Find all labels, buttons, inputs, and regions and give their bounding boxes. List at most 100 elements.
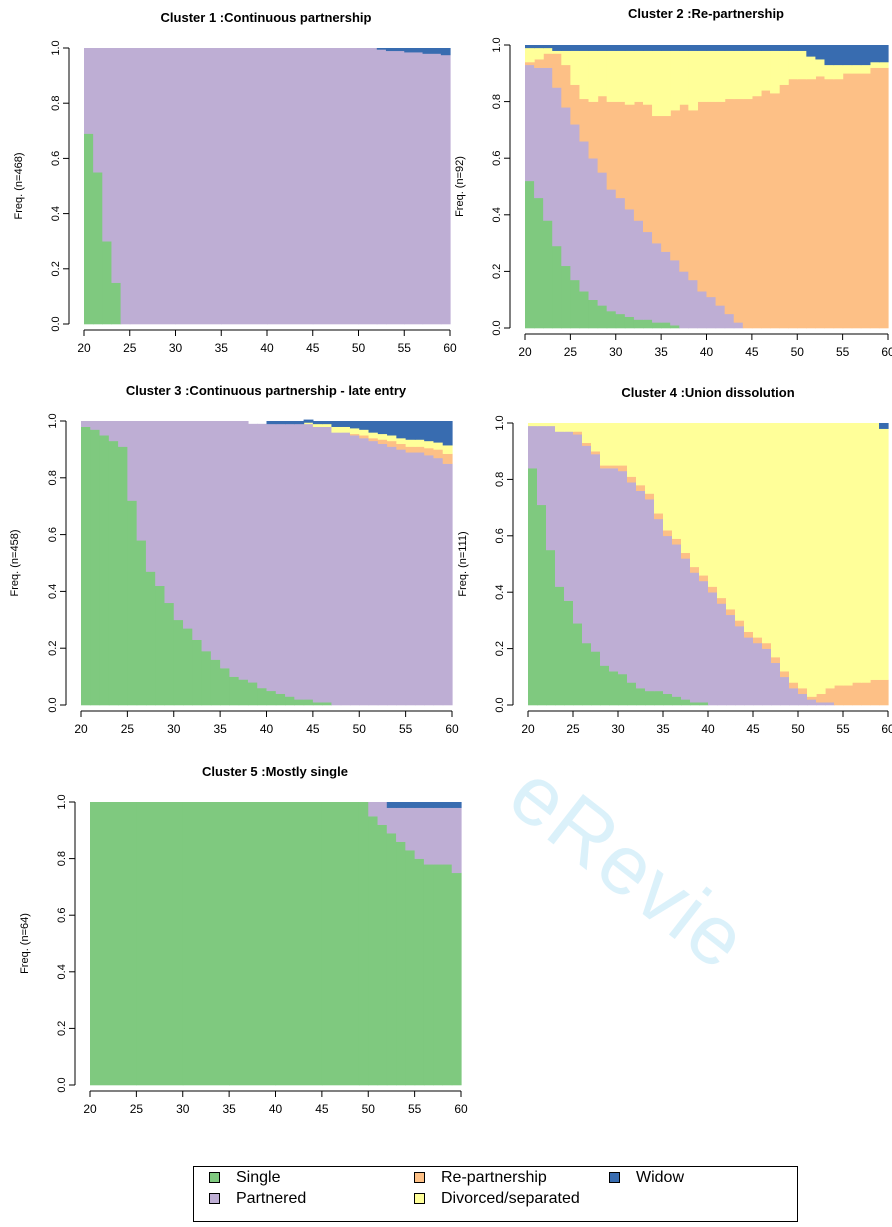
- x-tick-label: 50: [791, 722, 805, 736]
- legend-label: Re-partnership: [441, 1169, 547, 1186]
- state-bar-divorced: [663, 423, 673, 531]
- state-bar-repartnership: [869, 67, 880, 329]
- x-tick-label: 30: [609, 345, 623, 359]
- state-bar-repartnership: [679, 104, 689, 272]
- state-bar-single: [294, 699, 305, 706]
- state-bar-single: [564, 600, 574, 706]
- state-bar-partnered: [266, 423, 277, 692]
- series-repartnership: [349, 433, 453, 464]
- y-tick-label: 1.0: [56, 794, 68, 809]
- state-bar-widow: [652, 45, 662, 51]
- state-bar-widow: [404, 48, 424, 53]
- state-bar-partnered: [807, 699, 817, 706]
- state-bar-partnered: [129, 48, 177, 325]
- state-bar-widow: [615, 45, 626, 51]
- state-bar-partnered: [303, 423, 314, 700]
- x-tick-label: 20: [74, 722, 88, 736]
- state-bar-repartnership: [726, 609, 736, 616]
- series-divorced: [525, 47, 889, 117]
- x-tick-label: 45: [306, 722, 320, 736]
- state-bar-partnered: [780, 676, 790, 706]
- state-bar-widow: [442, 421, 453, 446]
- x-tick-label: 30: [176, 1102, 190, 1116]
- x-tick-label: 50: [791, 345, 805, 359]
- state-bar-partnered: [688, 279, 699, 329]
- state-bar-partnered: [744, 637, 754, 706]
- state-bar-widow: [340, 421, 351, 427]
- state-bar-single: [652, 322, 662, 329]
- state-bar-divorced: [424, 440, 435, 449]
- x-tick-label: 45: [745, 345, 759, 359]
- state-bar-widow: [588, 45, 599, 51]
- state-bar-widow: [879, 423, 889, 429]
- state-bar-divorced: [679, 50, 689, 105]
- state-bar-widow: [788, 45, 798, 51]
- x-tick-label: 55: [836, 722, 850, 736]
- state-bar-partnered: [405, 807, 416, 851]
- state-bar-repartnership: [642, 104, 653, 233]
- state-bar-repartnership: [442, 453, 453, 464]
- state-bar-single: [173, 619, 184, 706]
- state-bar-divorced: [788, 50, 798, 80]
- state-bar-partnered: [543, 67, 553, 221]
- state-bar-widow: [770, 45, 780, 51]
- state-bar-partnered: [396, 807, 406, 842]
- state-bar-divorced: [742, 50, 753, 100]
- y-tick-label: 0.8: [47, 470, 59, 485]
- state-bar-divorced: [870, 423, 880, 680]
- state-bar-repartnership: [715, 101, 726, 306]
- state-bar-divorced: [368, 432, 379, 439]
- state-bar-widow: [322, 421, 333, 425]
- state-bar-single: [90, 802, 137, 1086]
- state-bar-partnered: [636, 490, 646, 689]
- state-bar-repartnership: [751, 95, 762, 329]
- state-bar-single: [681, 699, 691, 706]
- state-bar-divorced: [688, 50, 699, 111]
- state-bar-widow: [779, 45, 789, 51]
- x-tick-label: 35: [654, 345, 668, 359]
- state-bar-partnered: [247, 423, 258, 683]
- x-tick-label: 20: [83, 1102, 97, 1116]
- state-bar-partnered: [145, 421, 156, 572]
- state-bar-repartnership: [870, 679, 880, 706]
- state-bar-single: [591, 651, 601, 706]
- state-bar-widow: [294, 421, 305, 425]
- state-bar-partnered: [440, 54, 451, 325]
- state-bar-divorced: [789, 423, 799, 683]
- legend-label: Single: [236, 1169, 281, 1186]
- state-bar-partnered: [816, 702, 826, 706]
- state-bar-repartnership: [852, 682, 862, 706]
- state-bar-single: [102, 241, 113, 325]
- state-bar-single: [118, 446, 128, 706]
- state-bar-partnered: [155, 421, 166, 587]
- state-bar-divorced: [528, 423, 538, 427]
- state-bar-partnered: [386, 807, 397, 834]
- state-bar-divorced: [797, 50, 807, 80]
- x-tick-label: 30: [169, 341, 183, 355]
- state-bar-partnered: [424, 455, 435, 706]
- state-bar-widow: [303, 419, 314, 423]
- y-tick-label: 0.8: [56, 851, 68, 866]
- state-bar-single: [433, 864, 444, 1086]
- series-partnered: [84, 48, 451, 325]
- state-bar-repartnership: [534, 59, 544, 68]
- y-tick-label: 0.4: [494, 585, 506, 600]
- state-bar-widow: [377, 421, 388, 435]
- state-bar-divorced: [624, 50, 635, 105]
- state-bar-divorced: [878, 61, 889, 68]
- x-tick-label: 55: [398, 341, 412, 355]
- x-tick-label: 20: [77, 341, 91, 355]
- state-bar-divorced: [724, 50, 735, 100]
- state-bar-repartnership: [744, 631, 754, 638]
- state-bar-repartnership: [424, 447, 435, 456]
- state-bar-repartnership: [597, 95, 608, 173]
- state-bar-divorced: [771, 423, 781, 658]
- state-bar-partnered: [312, 48, 360, 325]
- state-bar-widow: [442, 802, 453, 808]
- state-bar-single: [654, 690, 664, 706]
- state-bar-partnered: [267, 48, 314, 325]
- state-bar-widow: [570, 45, 581, 51]
- state-bar-divorced: [606, 50, 617, 102]
- state-bar-repartnership: [582, 442, 592, 446]
- x-tick-label: 60: [454, 1102, 468, 1116]
